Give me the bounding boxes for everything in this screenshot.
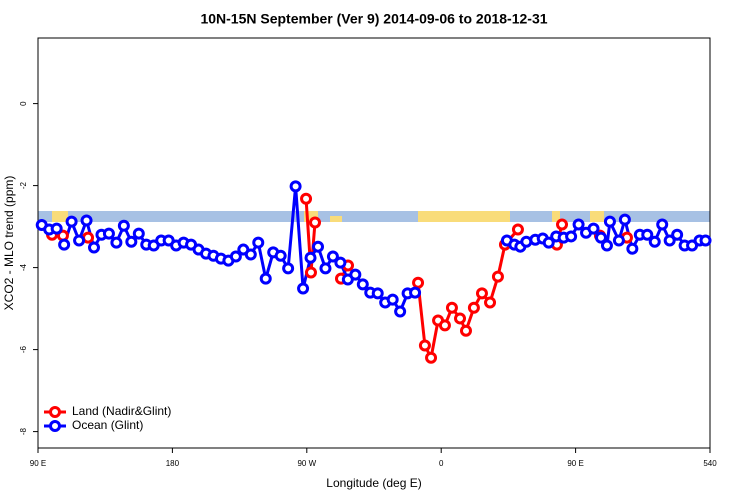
point <box>102 227 115 240</box>
point <box>542 236 555 249</box>
point <box>438 319 451 332</box>
land-patch <box>552 211 560 222</box>
point <box>58 238 71 251</box>
y-tick-label: -8 <box>19 427 28 435</box>
point <box>244 248 257 261</box>
point <box>229 250 242 263</box>
chart-title: 10N-15N September (Ver 9) 2014-09-06 to … <box>200 11 547 27</box>
point <box>259 272 272 285</box>
point <box>80 214 93 227</box>
x-tick-label: 540 <box>703 459 717 468</box>
point <box>282 262 295 275</box>
point <box>412 276 425 289</box>
point <box>656 218 669 231</box>
point <box>467 301 480 314</box>
point <box>50 222 63 235</box>
point <box>454 312 467 325</box>
point <box>334 256 347 269</box>
point <box>425 351 438 364</box>
map-strip <box>38 211 710 222</box>
point <box>409 286 422 299</box>
point <box>565 230 578 243</box>
point <box>663 234 676 247</box>
point <box>699 234 712 247</box>
point <box>386 293 399 306</box>
point <box>125 235 138 248</box>
y-tick-label: -4 <box>19 263 28 271</box>
legend-label: Ocean (Glint) <box>72 418 143 432</box>
land-patch <box>52 211 68 222</box>
ocean-strip <box>38 211 710 222</box>
point <box>648 235 661 248</box>
point <box>73 234 86 247</box>
point <box>300 192 313 205</box>
point <box>304 251 317 264</box>
point <box>304 266 317 279</box>
point <box>110 236 123 249</box>
land-patch <box>590 211 604 222</box>
x-tick-label: 90 E <box>30 459 46 468</box>
y-tick-label: 0 <box>19 101 28 106</box>
y-axis-label: XCO2 - MLO trend (ppm) <box>2 176 16 311</box>
legend-marker <box>49 420 61 432</box>
point <box>371 287 384 300</box>
legend-marker <box>49 406 61 418</box>
x-axis-label: Longitude (deg E) <box>326 476 421 490</box>
point <box>418 339 431 352</box>
point <box>252 236 265 249</box>
y-tick-label: -2 <box>19 181 28 189</box>
x-tick-label: 0 <box>439 459 444 468</box>
legend-label: Land (Nadir&Glint) <box>72 404 171 418</box>
point <box>349 268 362 281</box>
land-patch <box>330 216 342 222</box>
point <box>132 227 145 240</box>
point <box>556 218 569 231</box>
point <box>297 282 310 295</box>
point <box>671 228 684 241</box>
point <box>491 270 504 283</box>
point <box>618 213 631 226</box>
point <box>475 287 488 300</box>
point <box>319 262 332 275</box>
point <box>394 305 407 318</box>
point <box>459 324 472 337</box>
x-tick-label: 90 W <box>297 459 316 468</box>
point <box>612 234 625 247</box>
point <box>572 218 585 231</box>
point <box>356 278 369 291</box>
point <box>274 249 287 262</box>
land-patch <box>418 211 510 222</box>
point <box>117 219 130 232</box>
point <box>484 296 497 309</box>
point <box>587 222 600 235</box>
point <box>445 301 458 314</box>
point <box>594 231 607 244</box>
x-tick-label: 180 <box>166 459 180 468</box>
point <box>312 240 324 253</box>
point <box>626 242 639 255</box>
x-tick-label: 90 E <box>567 459 583 468</box>
point <box>309 216 322 229</box>
point <box>600 239 613 252</box>
point <box>289 180 302 193</box>
land-patch <box>304 211 318 222</box>
point <box>65 215 78 228</box>
point <box>326 250 339 263</box>
point <box>88 241 100 254</box>
y-tick-label: -6 <box>19 345 28 353</box>
point <box>641 228 654 241</box>
point <box>603 215 616 228</box>
point <box>511 223 524 236</box>
